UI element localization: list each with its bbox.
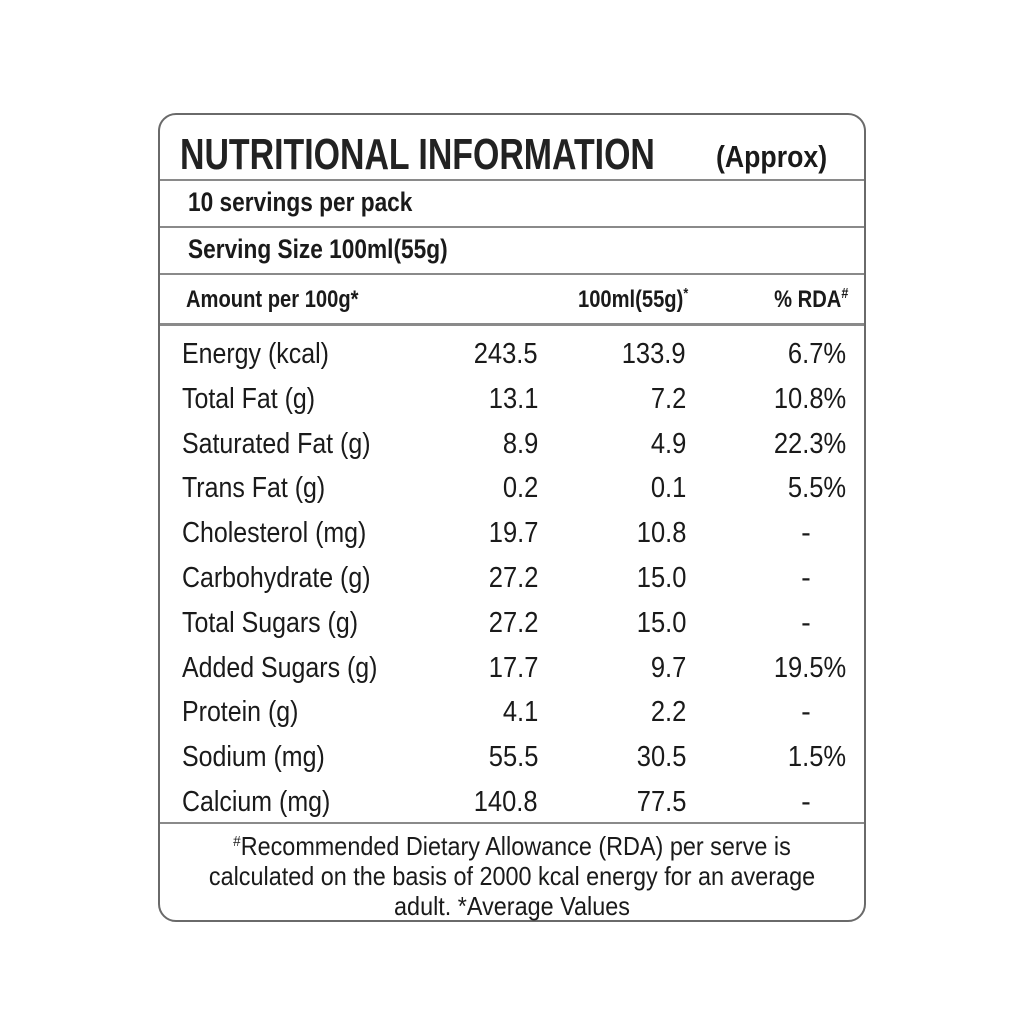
header-mark: #: [840, 285, 848, 302]
nutrient-name: Cholesterol (mg): [182, 517, 367, 550]
rule: [160, 273, 864, 275]
nutrient-value: 19.5%: [773, 651, 846, 684]
rule: [160, 179, 864, 181]
header-text: % RDA: [773, 286, 841, 313]
nutrient-value: 55.5: [488, 741, 538, 774]
servings: 10 servings per pack: [188, 187, 413, 217]
nutrient-value: -: [801, 517, 811, 550]
nutrient-value: 10.8: [636, 517, 686, 550]
serving-size: Serving Size 100ml(55g): [188, 234, 448, 264]
subtitle: (Approx): [716, 139, 828, 174]
nutrient-value: 5.5%: [787, 472, 846, 505]
nutrient-value: 4.9: [650, 427, 686, 460]
footnote: #Recommended Dietary Allowance (RDA) per…: [204, 831, 820, 921]
footnote-mark: #: [233, 833, 241, 850]
nutrient-value: -: [801, 786, 811, 818]
nutrition-label: NUTRITIONAL INFORMATION (Approx) 10 serv…: [158, 113, 866, 922]
nutrient-name: Saturated Fat (g): [182, 427, 371, 460]
nutrient-value: 140.8: [474, 786, 538, 818]
nutrient-value: 1.5%: [787, 741, 846, 774]
nutrient-name: Total Fat (g): [182, 382, 316, 415]
nutrient-value: 9.7: [650, 651, 686, 684]
rule: [160, 226, 864, 228]
nutrient-value: -: [801, 696, 811, 729]
nutrient-name: Energy (kcal): [182, 338, 329, 370]
nutrient-value: 27.2: [488, 562, 538, 594]
footnote-text: Recommended Dietary Allowance (RDA) per …: [208, 831, 816, 921]
title: NUTRITIONAL INFORMATION: [180, 130, 655, 179]
nutrient-value: 17.7: [488, 651, 538, 684]
nutrient-value: -: [801, 606, 811, 639]
nutrient-value: 15.0: [636, 562, 686, 594]
nutrient-value: 7.2: [650, 382, 686, 415]
header-per-serve: 100ml(55g)*: [578, 285, 688, 315]
nutrient-name: Protein (g): [182, 696, 299, 729]
nutrient-value: 4.1: [502, 696, 538, 729]
nutrient-value: 19.7: [488, 517, 538, 550]
nutrient-name: Total Sugars (g): [182, 606, 359, 639]
nutrient-value: 6.7%: [787, 338, 846, 370]
header-amount: Amount per 100g*: [186, 286, 359, 313]
nutrient-value: 133.9: [622, 338, 686, 370]
nutrient-value: 13.1: [488, 382, 538, 415]
nutrient-name: Trans Fat (g): [182, 472, 326, 505]
nutrient-value: 8.9: [502, 427, 538, 460]
header-text: 100ml(55g): [578, 286, 684, 313]
nutrient-value: 0.1: [650, 472, 686, 505]
nutrient-value: 30.5: [636, 741, 686, 774]
header-rda: % RDA#: [774, 285, 848, 315]
nutrient-name: Carbohydrate (g): [182, 562, 371, 594]
nutrient-value: 243.5: [474, 338, 538, 370]
header-mark: *: [683, 285, 689, 302]
rule: [160, 323, 864, 326]
nutrient-value: 77.5: [636, 786, 686, 818]
nutrient-value: 15.0: [636, 606, 686, 639]
nutrient-value: 2.2: [650, 696, 686, 729]
nutrient-name: Added Sugars (g): [182, 651, 378, 684]
nutrient-value: 10.8%: [773, 382, 846, 415]
rule: [160, 822, 864, 824]
nutrient-value: 22.3%: [773, 427, 846, 460]
nutrient-name: Calcium (mg): [182, 786, 331, 818]
nutrient-name: Sodium (mg): [182, 741, 325, 774]
nutrient-value: 0.2: [502, 472, 538, 505]
nutrient-value: -: [801, 562, 811, 594]
nutrient-value: 27.2: [488, 606, 538, 639]
